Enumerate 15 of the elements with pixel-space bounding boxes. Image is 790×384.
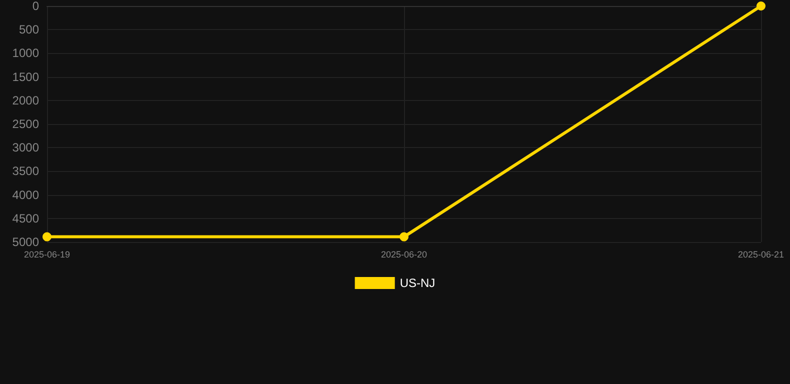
y-tick-label: 5000 <box>12 235 40 249</box>
x-tick-label: 2025-06-21 <box>738 250 784 260</box>
y-tick-label: 2500 <box>12 117 40 131</box>
y-tick-label: 3000 <box>12 140 40 155</box>
y-tick-label: 4500 <box>12 211 40 226</box>
y-tick-label: 0 <box>32 0 40 13</box>
x-tick-label: 2025-06-20 <box>380 250 428 260</box>
y-tick-label: 1500 <box>12 70 40 84</box>
y-tick-label: 1000 <box>12 46 40 60</box>
y-tick-label: 500 <box>18 22 40 37</box>
x-tick-label: 2025-06-19 <box>24 250 70 260</box>
y-tick-label: 4000 <box>12 188 40 202</box>
legend-label: US-NJ <box>400 276 436 290</box>
y-tick-label: 3500 <box>12 164 40 178</box>
y-tick-label: 2000 <box>12 93 40 108</box>
